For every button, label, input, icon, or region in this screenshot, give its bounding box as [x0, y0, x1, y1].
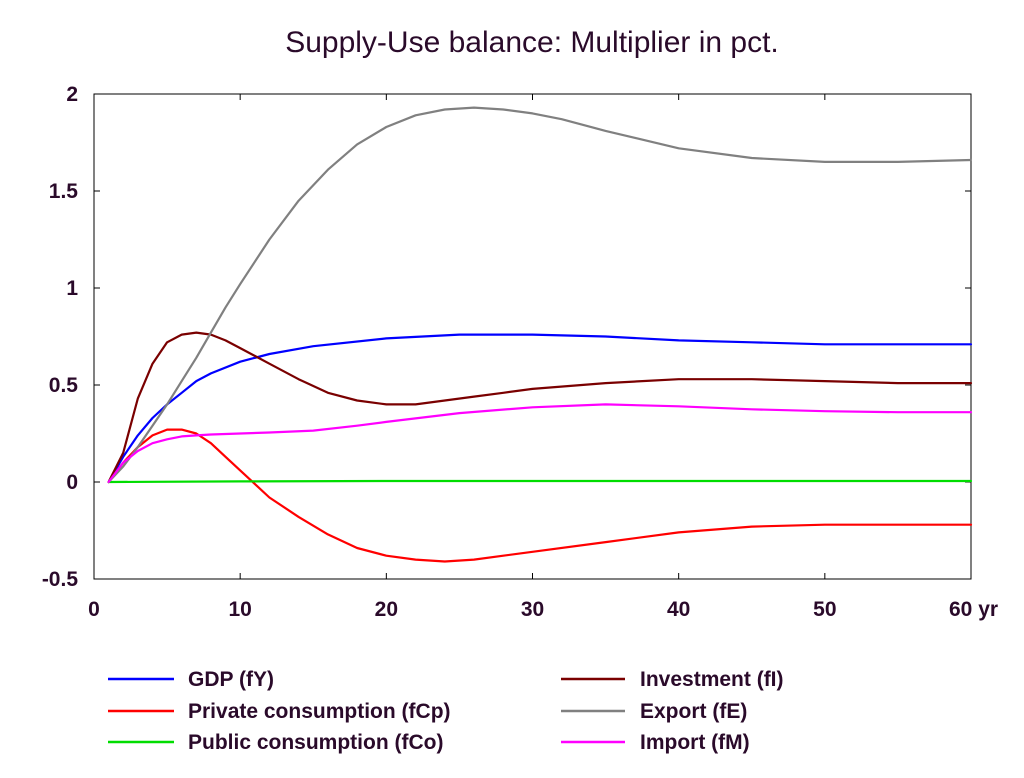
- y-tick-label: 0: [66, 471, 78, 494]
- series-line-public-consumption-fco: [107, 479, 973, 484]
- y-tick-label: 1.5: [49, 180, 79, 203]
- series-line-export-fe: [107, 106, 973, 484]
- y-axis: -0.5 0 0.5 1 1.5 2: [42, 83, 971, 591]
- chart-title: Supply-Use balance: Multiplier in pct.: [285, 26, 779, 59]
- x-tick-label: 0: [88, 598, 100, 621]
- y-tick-label: 0.5: [49, 374, 79, 397]
- x-tick-label: 20: [375, 598, 398, 621]
- series-lines: [107, 106, 973, 563]
- legend-label-investment-fi: Investment (fI): [640, 668, 784, 691]
- legend-label-gdp-fy: GDP (fY): [188, 668, 274, 691]
- x-tick-label: 40: [667, 598, 690, 621]
- x-axis: 0 10 20 30 40 50 60 yr: [88, 94, 998, 621]
- legend-label-public-consumption-fco: Public consumption (fCo): [188, 731, 443, 754]
- y-tick-label: 2: [66, 83, 78, 106]
- x-tick-label: 50: [813, 598, 836, 621]
- plot-area-frame: [93, 93, 972, 580]
- series-line-investment-fi: [107, 331, 973, 484]
- legend-label-export-fe: Export (fE): [640, 700, 747, 723]
- y-tick-label: -0.5: [42, 568, 79, 591]
- x-tick-label: 30: [521, 598, 544, 621]
- series-line-gdp-fy: [107, 333, 973, 484]
- y-tick-label: 1: [66, 277, 78, 300]
- x-tick-label: 60 yr: [949, 598, 998, 621]
- legend-label-private-consumption-fcp: Private consumption (fCp): [188, 700, 451, 723]
- series-line-private-consumption-fcp: [107, 428, 973, 563]
- legend-label-import-fm: Import (fM): [640, 731, 750, 754]
- legend: GDP (fY) Private consumption (fCp) Public …: [108, 668, 784, 754]
- x-tick-label: 10: [228, 598, 251, 621]
- series-line-import-fm: [107, 403, 973, 484]
